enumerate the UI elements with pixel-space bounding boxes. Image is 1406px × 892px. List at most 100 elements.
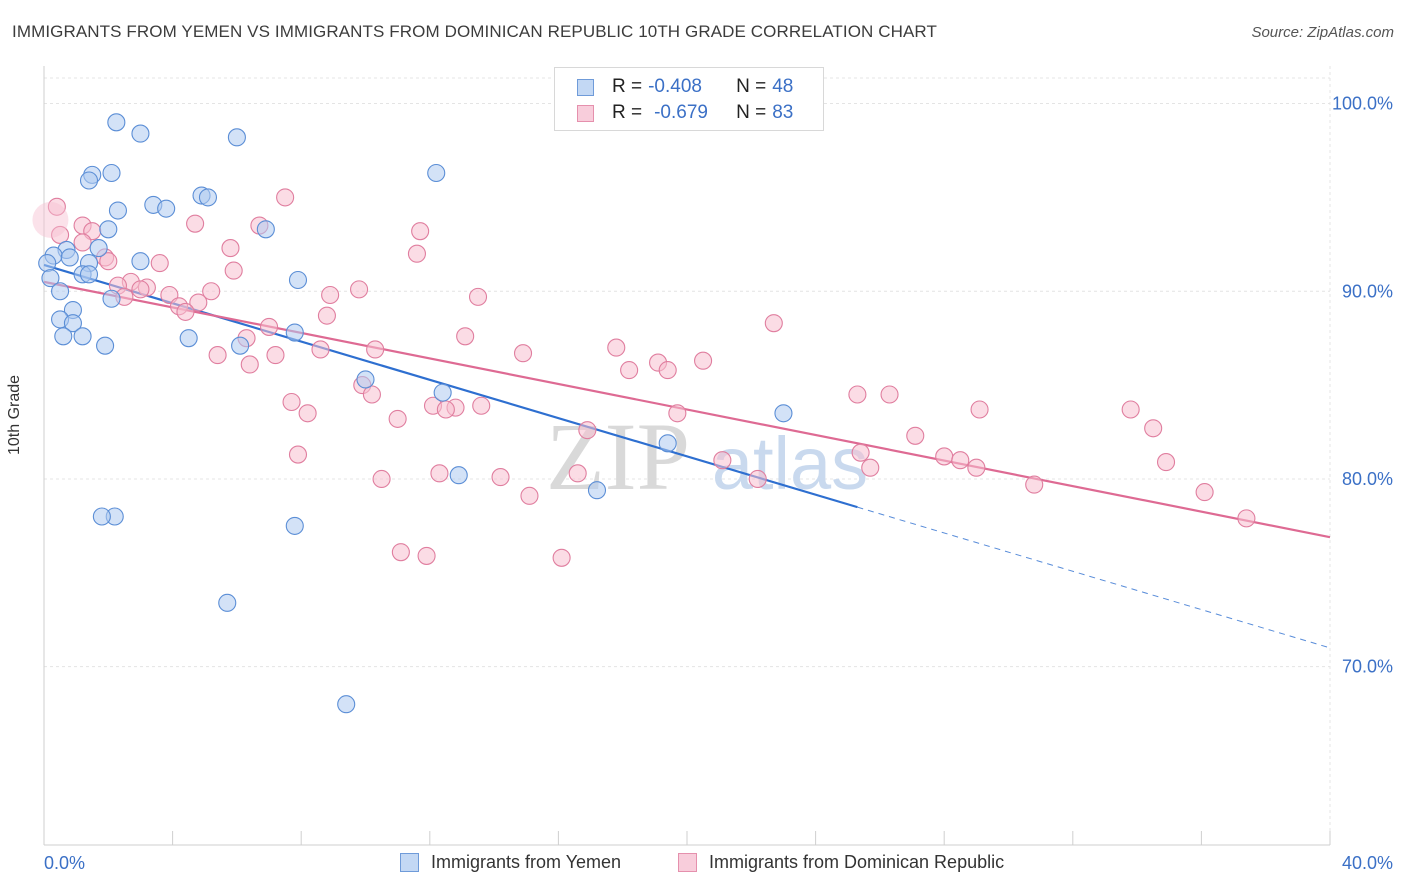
- dominican-point: [880, 385, 899, 404]
- yemen-point: [157, 199, 176, 218]
- dominican-point: [491, 468, 510, 487]
- legend-swatch-yemen: [577, 78, 594, 96]
- dominican-point: [51, 225, 70, 244]
- yemen-point: [60, 248, 79, 267]
- dominican-point: [208, 346, 227, 365]
- dominican-point: [73, 233, 92, 252]
- yemen-trend-extension: [857, 506, 1331, 649]
- yemen-point: [92, 507, 111, 526]
- dominican-point: [970, 400, 989, 419]
- yemen-point: [427, 163, 446, 183]
- yemen-point: [433, 383, 452, 402]
- dominican-point: [298, 404, 317, 423]
- dominican-point: [764, 314, 783, 333]
- watermark-zip: ZIP: [546, 403, 690, 510]
- dominican-point: [436, 400, 455, 419]
- yemen-point: [658, 434, 677, 453]
- dominican-point: [951, 451, 970, 470]
- yemen-point: [285, 516, 304, 535]
- dominican-point-cluster: [32, 201, 69, 238]
- y-tick-label: 80.0%: [1342, 469, 1393, 489]
- yemen-point: [179, 329, 198, 348]
- series-legend-label: Immigrants from Dominican Republic: [709, 852, 1005, 872]
- dominican-point: [668, 404, 687, 423]
- dominican-point: [1156, 453, 1176, 472]
- dominican-point: [568, 464, 587, 483]
- watermark-atlas: atlas: [712, 422, 868, 505]
- dominican-point: [417, 546, 436, 565]
- yemen-point: [107, 113, 126, 132]
- legend-n-label: N =: [736, 76, 767, 97]
- dominican-point: [266, 346, 285, 365]
- y-tick-label: 100.0%: [1332, 94, 1393, 114]
- legend-r-label: R =: [612, 76, 643, 97]
- dominican-point: [407, 244, 426, 263]
- yemen-point: [38, 254, 57, 273]
- dominican-point: [861, 458, 880, 477]
- dominican-point: [411, 222, 430, 241]
- yemen-point: [102, 289, 121, 308]
- series-legend: Immigrants from Yemen Immigrants from Do…: [0, 852, 1406, 878]
- dominican-point: [967, 458, 986, 477]
- yemen-point: [99, 220, 118, 239]
- dominican-point: [221, 239, 240, 258]
- dominican-point: [1121, 400, 1140, 419]
- yemen-point: [41, 269, 60, 288]
- yemen-point: [63, 314, 82, 333]
- legend-n-value: 48: [772, 76, 794, 97]
- yemen-point: [227, 128, 246, 147]
- dominican-point: [520, 486, 539, 505]
- yemen-point: [102, 163, 121, 183]
- yemen-point: [131, 252, 150, 271]
- legend-n-label: N =: [736, 102, 767, 123]
- dominican-point: [186, 214, 205, 233]
- dominican-point: [317, 306, 336, 325]
- dominican-point: [47, 197, 66, 216]
- dominican-point: [935, 447, 954, 466]
- dominican-point: [713, 451, 732, 470]
- yemen-point: [79, 171, 99, 190]
- dominican-point: [456, 327, 475, 346]
- dominican-point: [202, 282, 221, 301]
- yemen-point: [449, 466, 468, 485]
- dominican-point: [607, 338, 626, 357]
- legend-r-value: -0.679: [654, 102, 708, 123]
- dominican-point: [176, 302, 195, 321]
- trend-lines: [43, 263, 1331, 649]
- yemen-point: [96, 336, 115, 355]
- dominican-point: [350, 280, 369, 299]
- dominican-point: [1195, 483, 1214, 502]
- dominican-trend-line: [43, 280, 1331, 539]
- yemen-point: [54, 327, 73, 346]
- dominican-point: [1237, 509, 1256, 528]
- dominican-point: [391, 543, 410, 562]
- yemen-point: [108, 201, 127, 220]
- dominican-point: [288, 445, 308, 464]
- legend-row-dominican: R = -0.679 N = 83: [577, 101, 793, 125]
- dominican-point: [906, 426, 925, 445]
- legend-swatch-dominican: [577, 104, 594, 122]
- y-tick-label: 70.0%: [1342, 657, 1393, 677]
- yemen-point: [256, 220, 275, 239]
- chart-title: IMMIGRANTS FROM YEMEN VS IMMIGRANTS FROM…: [12, 22, 937, 41]
- dominican-point: [276, 188, 295, 207]
- yemen-point: [73, 327, 92, 346]
- dominican-point: [513, 344, 533, 363]
- dominican-point: [658, 361, 677, 380]
- dominican-point: [388, 409, 407, 428]
- dominican-point: [1025, 475, 1044, 494]
- dominican-point: [321, 285, 340, 305]
- yemen-point: [51, 282, 70, 301]
- correlation-legend: R = -0.408 N = 48 R = -0.679 N = 83: [554, 67, 824, 131]
- x-tick-label: 0.0%: [44, 853, 85, 873]
- dominican-point: [468, 287, 488, 306]
- dominican-point: [578, 421, 597, 440]
- yemen-point: [337, 695, 356, 714]
- series-legend-label: Immigrants from Yemen: [431, 852, 622, 872]
- series-legend-dominican: Immigrants from Dominican Republic: [678, 852, 1004, 873]
- y-tick-label: 90.0%: [1342, 281, 1393, 301]
- dominican-point: [362, 385, 381, 404]
- dominican-point: [372, 469, 391, 489]
- legend-r-label: R =: [612, 102, 643, 123]
